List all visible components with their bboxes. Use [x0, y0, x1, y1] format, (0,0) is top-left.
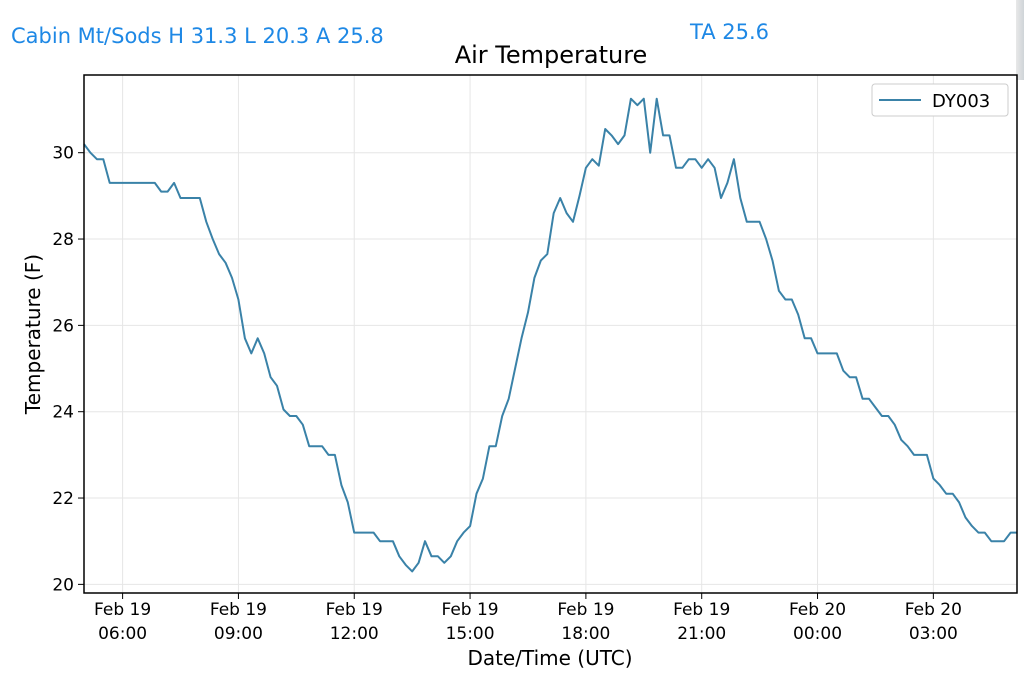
x-tick-label-date: Feb 19	[441, 600, 498, 620]
y-tick-label: 20	[52, 575, 74, 595]
x-tick-label-time: 21:00	[677, 624, 726, 644]
x-tick-label-time: 15:00	[446, 624, 495, 644]
chart-title: Air Temperature	[455, 41, 648, 69]
legend: DY003	[871, 83, 1009, 117]
y-tick-label: 22	[52, 489, 74, 509]
scroll-edge	[1016, 0, 1024, 80]
legend-box	[871, 83, 1009, 117]
plot-frame	[83, 74, 1018, 594]
station-summary: Cabin Mt/Sods H 31.3 L 20.3 A 25.8	[11, 24, 384, 48]
y-axis-label: Temperature (F)	[21, 254, 45, 415]
y-axis-ticks: 20 22 24 26 28 30	[52, 144, 84, 595]
x-tick-label-time: 00:00	[793, 624, 842, 644]
x-tick-label-date: Feb 20	[789, 600, 846, 620]
x-axis-label: Date/Time (UTC)	[467, 646, 632, 670]
ta-value: TA 25.6	[690, 20, 769, 44]
series-layer	[83, 97, 1017, 573]
x-tick-label-time: 12:00	[330, 624, 379, 644]
x-tick-label-date: Feb 20	[905, 600, 962, 620]
y-tick-label: 30	[52, 144, 74, 164]
x-tick-label-time: 09:00	[214, 624, 263, 644]
x-tick-label-date: Feb 19	[557, 600, 614, 620]
x-tick-label-time: 03:00	[909, 624, 958, 644]
x-tick-label-date: Feb 19	[326, 600, 383, 620]
x-tick-label-date: Feb 19	[673, 600, 730, 620]
series-line-dy003	[83, 97, 1017, 573]
x-tick-label-date: Feb 19	[210, 600, 267, 620]
x-axis-ticks: Feb 19 06:00 Feb 19 09:00 Feb 19 12:00 Feb 19 1…	[94, 593, 962, 644]
x-tick-label-time: 06:00	[98, 624, 147, 644]
y-tick-label: 24	[52, 403, 74, 423]
x-tick-label-date: Feb 19	[94, 600, 151, 620]
grid	[84, 75, 1017, 593]
y-tick-label: 26	[52, 316, 74, 336]
y-tick-label: 28	[52, 230, 74, 250]
x-tick-label-time: 18:00	[561, 624, 610, 644]
legend-label-dy003: DY003	[932, 91, 990, 112]
